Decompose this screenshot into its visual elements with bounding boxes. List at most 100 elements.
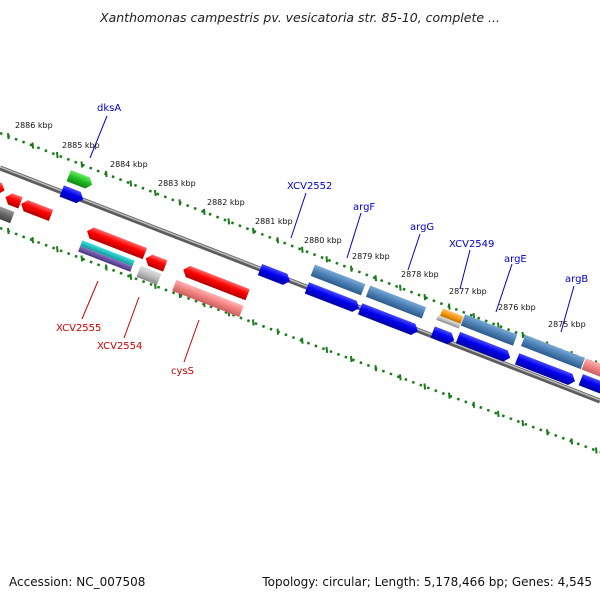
major-tick (203, 208, 206, 215)
major-tick (56, 246, 59, 253)
gene-XCV2552-arrow[interactable] (257, 263, 292, 287)
scale-label: 2884 kbp (110, 160, 148, 169)
scale-label: 2880 kbp (304, 236, 342, 245)
genome-summary: Topology: circular; Length: 5,178,466 bp… (262, 575, 592, 589)
gene-cysS-box[interactable] (172, 279, 244, 317)
major-tick (521, 419, 525, 427)
major-tick (276, 237, 280, 244)
major-tick (595, 447, 598, 454)
gene-argF-box[interactable] (310, 264, 366, 296)
major-tick (448, 303, 451, 310)
major-tick (56, 151, 59, 159)
major-tick (227, 218, 231, 225)
gene-blue-argG[interactable] (357, 303, 420, 337)
gene-red-cysS[interactable] (181, 264, 250, 301)
major-tick (7, 132, 10, 140)
gene-label[interactable]: XCV2555 (56, 323, 101, 334)
major-tick (325, 256, 329, 263)
scale-label: 2876 kbp (498, 303, 536, 312)
scale-label: 2885 kbp (62, 141, 100, 150)
gene-red-edge-2[interactable] (3, 192, 23, 209)
scale-label: 2877 kbp (449, 287, 487, 296)
gene-blue-XCV2549[interactable] (430, 326, 457, 346)
major-tick (472, 401, 476, 408)
map-title: Xanthomonas campestris pv. vesicatoria s… (100, 10, 500, 25)
scale-label: 2886 kbp (15, 121, 53, 130)
gene-label[interactable]: XCV2552 (287, 181, 332, 192)
major-tick (80, 161, 84, 168)
gene-label[interactable]: XCV2549 (449, 239, 494, 250)
gene-blue-edge[interactable] (578, 374, 600, 396)
major-tick (570, 438, 574, 445)
gene-dksA[interactable] (66, 170, 95, 190)
gene-argE-box[interactable] (460, 314, 518, 346)
major-tick (399, 284, 402, 291)
gene-dark-edge[interactable] (0, 204, 15, 224)
gene-label[interactable]: dksA (97, 103, 121, 114)
gene-blue-argF[interactable] (304, 282, 362, 313)
gene-XCV2555-box[interactable] (78, 240, 135, 272)
major-tick (374, 275, 378, 282)
major-tick (350, 265, 353, 272)
gene-label[interactable]: argG (410, 222, 434, 233)
gene-label[interactable]: argF (353, 202, 375, 213)
gene-argG-box[interactable] (365, 285, 427, 319)
major-tick (31, 237, 35, 244)
major-tick (105, 264, 108, 271)
gene-red-edge-1[interactable] (0, 178, 7, 196)
scale-labels: 2886 kbp 2885 kbp 2884 kbp 2883 kbp 2882… (15, 121, 586, 329)
major-tick (129, 273, 133, 280)
major-tick (105, 170, 108, 178)
label-leaders-reverse (81, 280, 200, 363)
major-tick (546, 429, 549, 436)
gene-label[interactable]: cysS (171, 366, 194, 377)
gene-labels-reverse: XCV2555 XCV2554 cysS (56, 323, 194, 377)
major-tick (350, 355, 353, 363)
gene-blue-argE[interactable] (455, 331, 513, 363)
major-tick (31, 142, 35, 149)
inner-tick-ring (0, 226, 600, 454)
gene-argB-box[interactable] (520, 334, 600, 377)
gene-blue-argB[interactable] (514, 353, 577, 387)
major-tick (154, 189, 157, 197)
genome-backbone (0, 165, 600, 404)
scale-label: 2878 kbp (401, 270, 439, 279)
major-tick (325, 346, 329, 353)
major-tick (301, 246, 304, 253)
scale-label: 2881 kbp (255, 217, 293, 226)
major-tick (301, 337, 304, 344)
major-tick (521, 331, 525, 339)
label-leaders-forward (89, 115, 575, 333)
major-tick (80, 255, 84, 262)
gene-blue-small[interactable] (59, 185, 86, 205)
major-tick (7, 227, 10, 235)
reverse-strand-genes (0, 178, 250, 317)
major-tick (252, 319, 255, 326)
gene-label[interactable]: argB (565, 274, 588, 285)
gene-red-small[interactable] (144, 253, 168, 272)
major-tick (252, 227, 255, 234)
major-tick (448, 392, 451, 399)
major-tick (276, 328, 280, 335)
major-tick (178, 199, 182, 206)
scale-label: 2883 kbp (158, 179, 196, 188)
gene-label[interactable]: XCV2554 (97, 341, 142, 352)
gene-red-edge-3[interactable] (19, 198, 54, 222)
scale-label: 2875 kbp (548, 320, 586, 329)
major-tick (399, 374, 402, 381)
major-tick (423, 294, 427, 301)
gene-red-XCV2555[interactable] (85, 226, 148, 260)
gene-labels-forward: dksA XCV2552 argF argG XCV2549 argE argB (97, 103, 588, 285)
major-tick (374, 365, 378, 372)
forward-strand-genes (59, 170, 600, 396)
gene-XCV2554-box[interactable] (136, 265, 162, 285)
accession-label: Accession: NC_007508 (9, 575, 146, 589)
major-tick (129, 180, 133, 187)
gene-label[interactable]: argE (504, 254, 527, 265)
outer-tick-ring (0, 131, 600, 367)
major-ticks (7, 132, 598, 454)
major-tick (423, 383, 427, 390)
gene-XCV2549-box[interactable] (436, 308, 464, 329)
